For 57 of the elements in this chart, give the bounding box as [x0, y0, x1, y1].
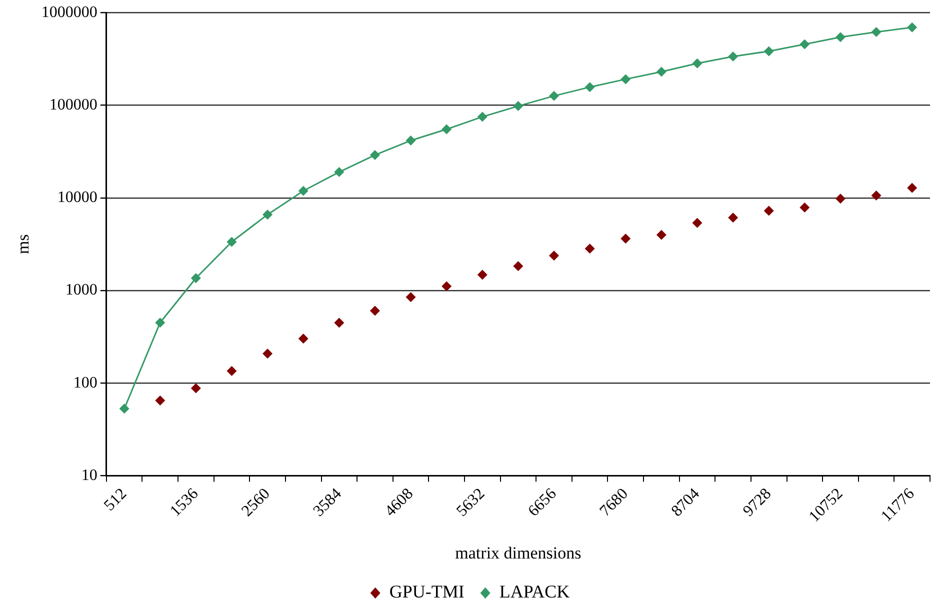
point [406, 136, 416, 146]
point [620, 74, 631, 84]
point [907, 182, 918, 193]
legend-label: GPU-TMI [389, 582, 464, 602]
point [226, 366, 237, 376]
point [477, 270, 488, 280]
point [190, 273, 201, 284]
point [764, 46, 774, 56]
point [584, 82, 595, 92]
point [656, 66, 666, 77]
x-tick-label: 512 [101, 485, 130, 514]
point [370, 150, 380, 160]
point [298, 334, 308, 344]
point [477, 112, 488, 122]
point [226, 236, 237, 247]
y-tick-label: 10 [81, 466, 98, 484]
point [656, 230, 666, 240]
point [262, 210, 273, 220]
point [334, 318, 344, 328]
point [728, 51, 738, 62]
y-tick-label: 10000 [57, 189, 98, 206]
point [620, 234, 631, 244]
point [764, 206, 774, 216]
point [119, 404, 130, 414]
point [155, 318, 166, 328]
y-axis-title: ms [14, 234, 33, 254]
x-axis-title: matrix dimensions [455, 543, 582, 562]
point [513, 261, 524, 272]
point [155, 395, 166, 406]
point [442, 124, 452, 134]
point [871, 190, 882, 201]
point [692, 218, 702, 228]
y-tick-label: 100 [73, 374, 98, 392]
point [190, 383, 201, 394]
point [442, 281, 452, 292]
legend-label: LAPACK [499, 582, 570, 602]
point [513, 101, 524, 112]
point [549, 250, 560, 261]
point [835, 32, 846, 42]
y-tick-label: 1000 [65, 282, 98, 299]
point [800, 202, 810, 212]
x-tick-label: 4608 [382, 485, 417, 520]
point [871, 27, 882, 38]
point [835, 194, 846, 204]
point [692, 58, 702, 68]
point [549, 90, 560, 101]
point [262, 348, 273, 359]
point [907, 22, 918, 32]
y-tick-label: 1000000 [41, 4, 98, 21]
point [728, 212, 738, 223]
y-tick-label: 100000 [49, 96, 98, 114]
point [298, 186, 308, 196]
point [334, 167, 344, 178]
point [370, 306, 380, 316]
point [584, 244, 595, 254]
point [800, 39, 810, 50]
point [406, 292, 416, 302]
